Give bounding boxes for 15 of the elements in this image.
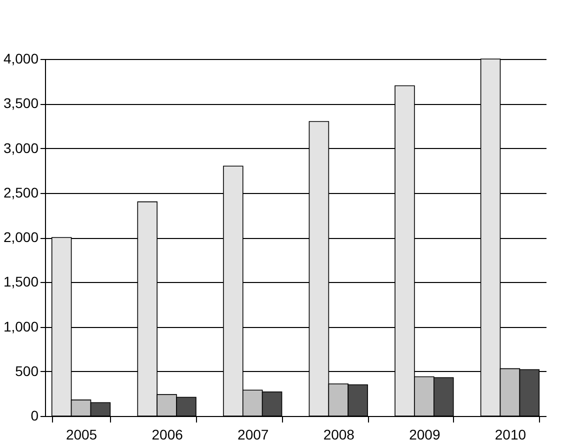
y-tick-label: 3,000 [3, 140, 39, 156]
y-tick-label: 1,500 [3, 274, 39, 290]
y-tick-label: 2,000 [3, 229, 39, 245]
y-tick-label: 1,000 [3, 318, 39, 334]
y-tick-label: 4,000 [3, 50, 39, 66]
x-tick-label: 2008 [323, 426, 355, 442]
y-tick-label: 500 [15, 362, 39, 379]
y-tick-label: 0 [30, 408, 39, 424]
y-tick-label: 3,500 [3, 95, 39, 112]
x-tick-label: 2006 [152, 426, 184, 442]
x-tick-label: 2007 [238, 426, 269, 442]
y-tick-label: 2,500 [3, 184, 39, 200]
x-tick-label: 2009 [409, 426, 440, 442]
x-tick-label: 2010 [494, 426, 526, 442]
x-tick-label: 2005 [66, 426, 98, 442]
